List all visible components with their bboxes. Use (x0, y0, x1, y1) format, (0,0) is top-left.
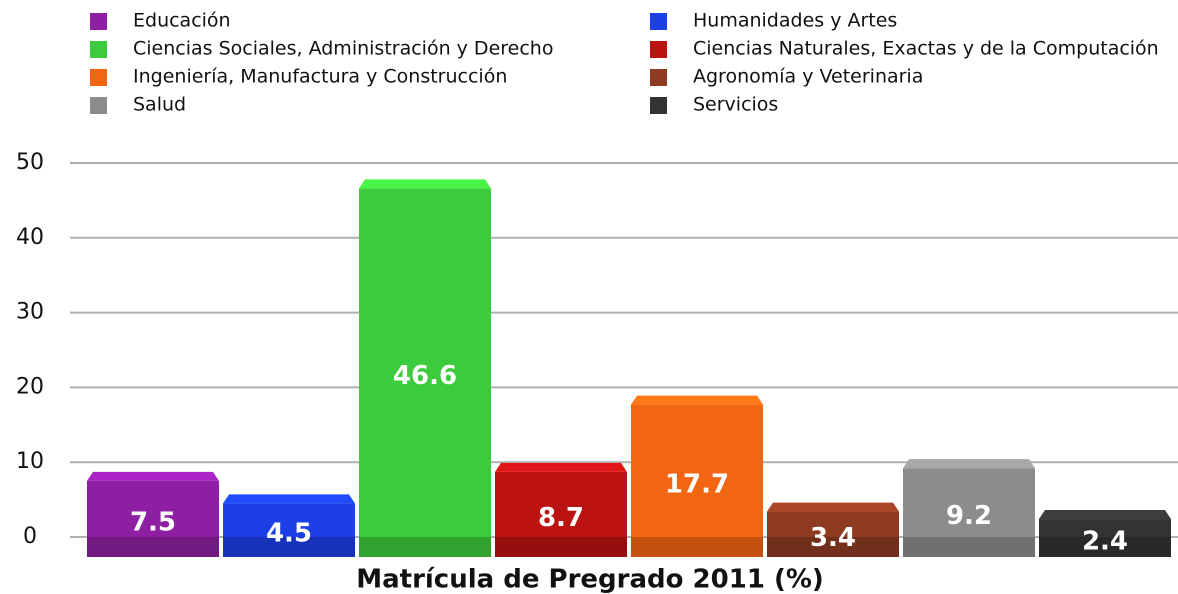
bar-base (495, 537, 627, 557)
bar-top (1039, 510, 1171, 520)
legend-swatch (90, 69, 107, 86)
bar-base (767, 537, 899, 557)
legend-swatch (650, 41, 667, 58)
y-tick-label: 20 (16, 374, 44, 399)
data-label: 46.6 (393, 361, 457, 391)
data-label: 3.4 (810, 523, 856, 553)
bar (631, 404, 763, 537)
legend-label: Ingeniería, Manufactura y Construcción (133, 66, 507, 88)
y-tick-label: 40 (16, 225, 44, 250)
legend-label: Ciencias Naturales, Exactas y de la Comp… (693, 38, 1159, 60)
bar (359, 188, 491, 537)
legend-label: Ciencias Sociales, Administración y Dere… (133, 38, 553, 60)
y-tick-label: 10 (16, 449, 44, 474)
data-label: 17.7 (665, 469, 729, 499)
bar-base (631, 537, 763, 557)
bar (1039, 519, 1171, 537)
legend-swatch (650, 69, 667, 86)
bar-top (631, 395, 763, 405)
bar-top (223, 494, 355, 504)
bar (767, 511, 899, 537)
y-tick-label: 30 (16, 300, 44, 325)
data-label: 7.5 (130, 507, 176, 537)
legend-swatch (650, 97, 667, 114)
bar-top (495, 462, 627, 472)
bar-base (87, 537, 219, 557)
data-label: 4.5 (266, 519, 312, 549)
data-label: 2.4 (1082, 527, 1128, 557)
bar (223, 503, 355, 537)
bar-top (767, 502, 899, 512)
legend-label: Servicios (693, 94, 778, 116)
legend-label: Agronomía y Veterinaria (693, 66, 923, 88)
legend-swatch (90, 13, 107, 30)
legend-label: Educación (133, 10, 231, 32)
bar-base (359, 537, 491, 557)
bar-top (903, 459, 1035, 469)
bar-base (1039, 537, 1171, 557)
legend-label: Salud (133, 94, 186, 116)
bar-top (87, 471, 219, 481)
bar-base (223, 537, 355, 557)
bar (87, 480, 219, 537)
data-label: 8.7 (538, 503, 584, 533)
legend-swatch (650, 13, 667, 30)
chart-title: Matrícula de Pregrado 2011 (%) (356, 565, 824, 594)
bar (495, 471, 627, 537)
y-tick-label: 0 (23, 524, 37, 549)
bar (903, 468, 1035, 537)
bar-base (903, 537, 1035, 557)
y-tick-label: 50 (16, 150, 44, 175)
legend-swatch (90, 97, 107, 114)
bar-top (359, 179, 491, 189)
legend-label: Humanidades y Artes (693, 10, 897, 32)
legend-swatch (90, 41, 107, 58)
data-label: 9.2 (946, 501, 992, 531)
